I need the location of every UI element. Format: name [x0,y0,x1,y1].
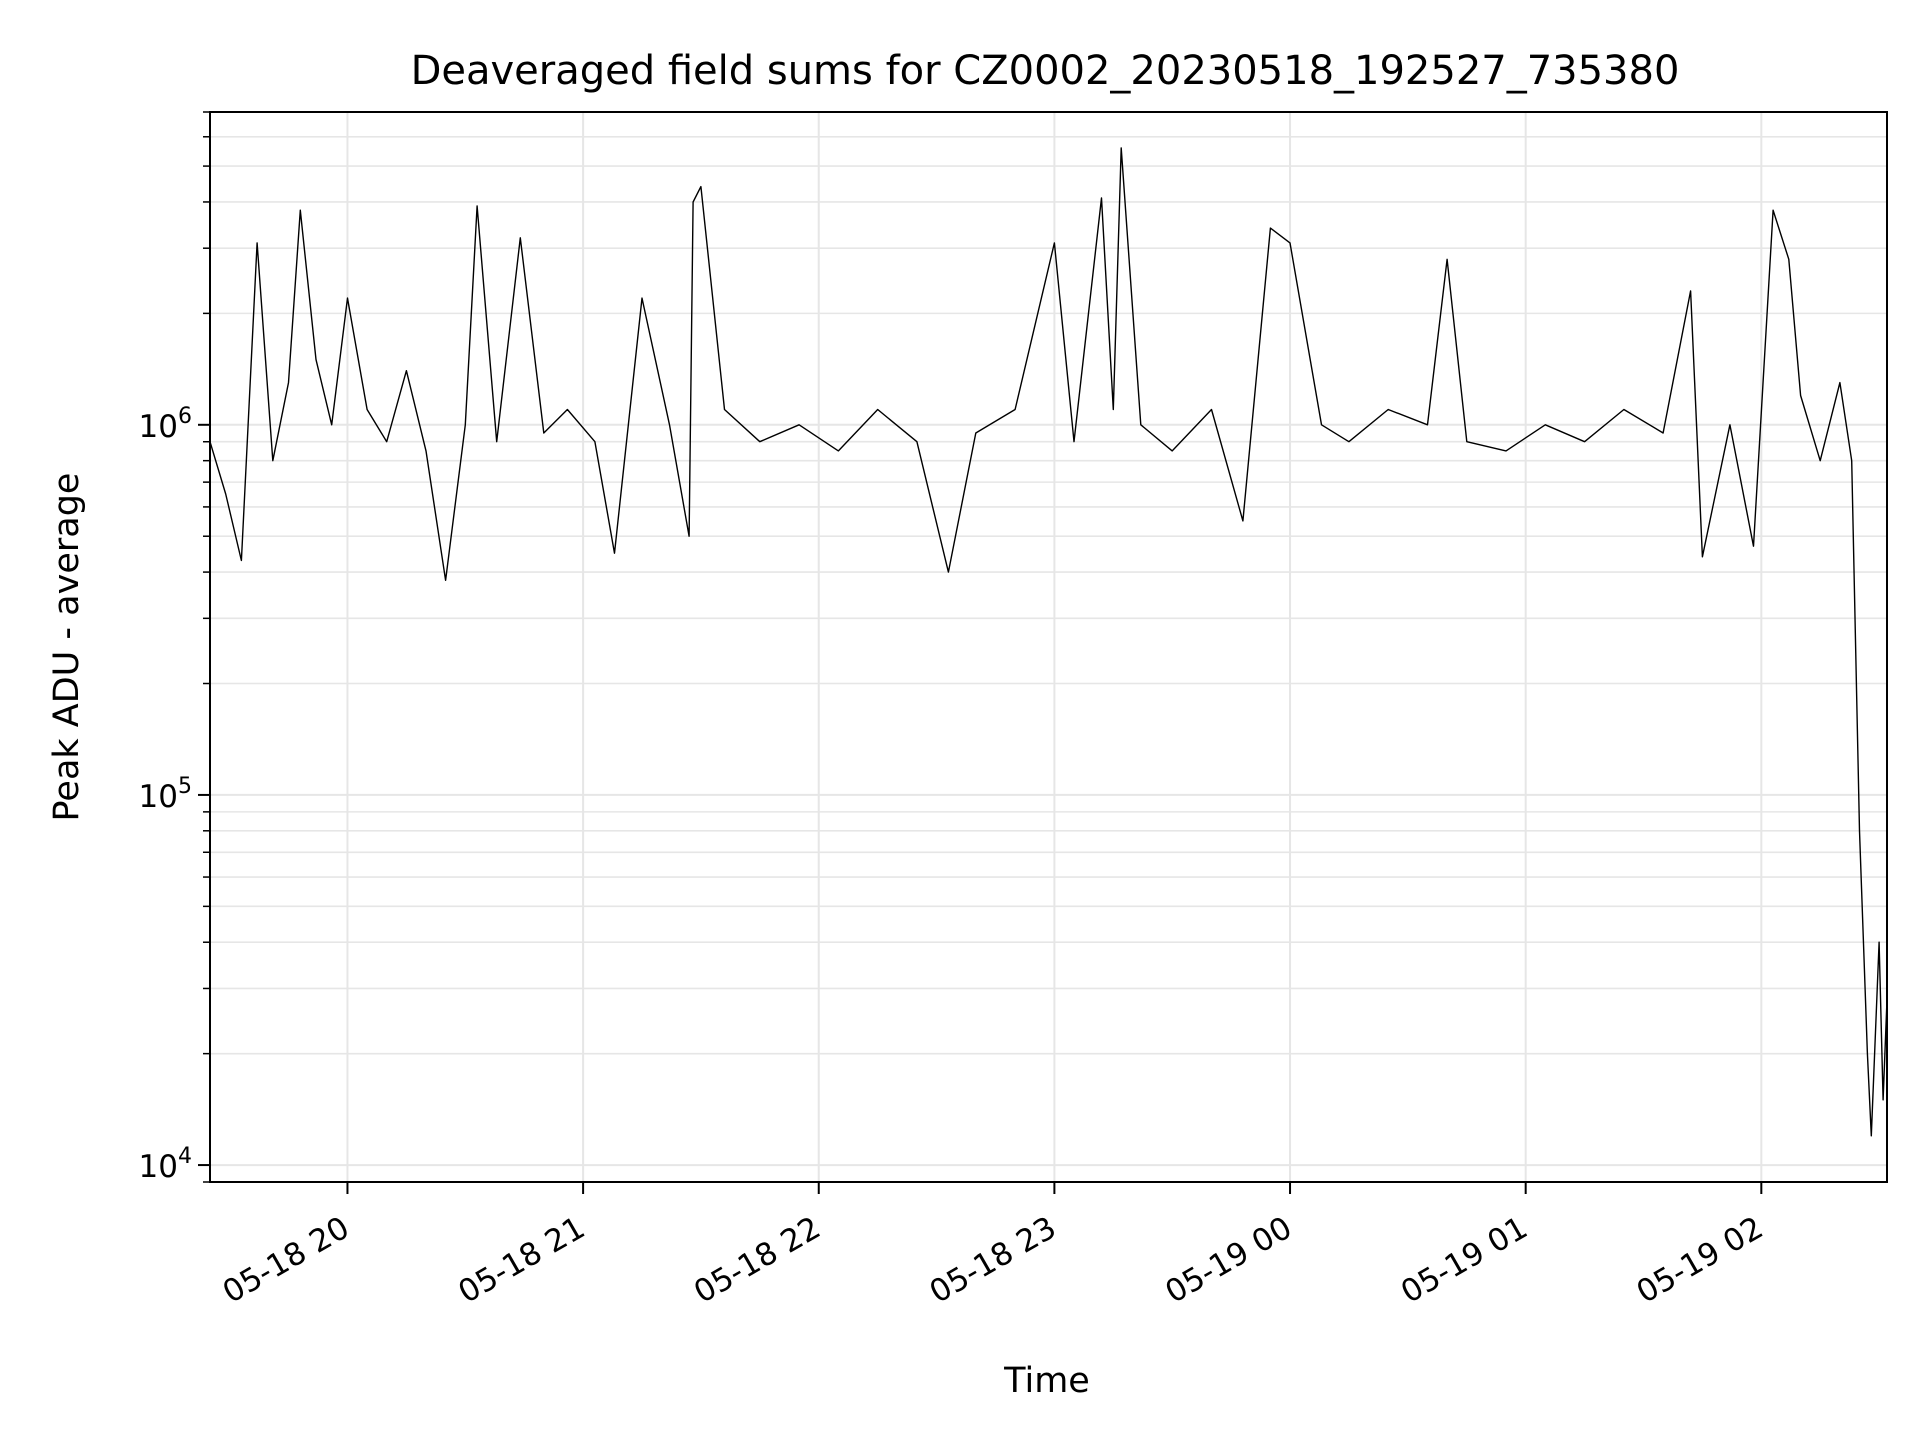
y-tick-label: 104 [139,1144,192,1185]
series-line [209,147,1888,1137]
y-tick-label: 105 [139,774,192,815]
grid [210,111,1887,1183]
plot-frame [209,111,1888,1183]
y-tick-label: 106 [139,404,192,445]
y-axis-label: Peak ADU - average [47,473,87,822]
x-axis-label: Time [1003,1361,1090,1401]
y-axis: 104 105 106 [139,111,210,1185]
chart-title: Deaveraged field sums for CZ0002_2023051… [411,48,1680,94]
